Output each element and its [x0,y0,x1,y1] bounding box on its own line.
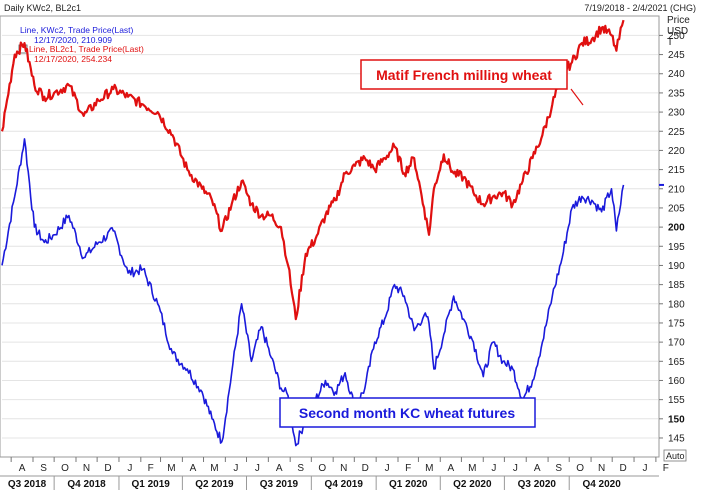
y-tick-label: 150 [668,414,685,425]
x-month-label: O [61,463,69,474]
x-month-label: A [190,463,197,474]
x-month-label: J [642,463,647,474]
annotation-kc-text: Second month KC wheat futures [299,405,515,421]
y-tick-label: 250 [668,31,685,42]
y-axis-title-2: USD [667,26,688,37]
x-quarter-label: Q4 2020 [582,479,621,490]
x-quarter-label: Q1 2020 [389,479,428,490]
auto-scale-label[interactable]: Auto [666,451,685,461]
y-axis: Price USD T 145 150 155 160 165 170 175 180 185 1… [659,15,690,444]
x-axis: A S O N D J F M A M J J A S O N D J F M A M J J A S O N D J F Q3 2018 Q4… [0,457,669,490]
x-quarter-label: Q3 2020 [518,479,557,490]
x-quarter-label: Q4 2019 [325,479,364,490]
x-quarter-label: Q3 2019 [260,479,299,490]
y-tick-label: 160 [668,376,685,387]
y-tick-label: 245 [668,50,685,61]
date-range: 7/19/2018 - 2/4/2021 (CHG) [584,3,696,13]
legend-kc-name: Line, KWc2, Trade Price(Last) [20,25,134,35]
x-month-label: A [19,463,26,474]
legend-matif-name: Line, BL2c1, Trade Price(Last) [29,44,144,54]
x-month-label: D [362,463,369,474]
x-month-label: F [148,463,154,474]
x-month-label: O [576,463,584,474]
y-axis-title-1: Price [667,15,690,26]
annotation-matif-text: Matif French milling wheat [376,67,552,83]
x-month-label: J [233,463,238,474]
annotation-kc-box [279,397,536,428]
x-month-label: M [425,463,433,474]
x-month-label: N [340,463,347,474]
x-month-label: J [491,463,496,474]
x-month-label: N [83,463,90,474]
annotation-matif-pointer [570,88,584,106]
y-tick-label: 235 [668,88,685,99]
y-tick-label: 195 [668,242,685,253]
x-month-label: D [104,463,111,474]
series-matif-line [0,19,625,321]
x-month-label: A [448,463,455,474]
y-tick-label: 185 [668,280,685,291]
y-tick-label: 190 [668,261,685,272]
legend-kc-value: 12/17/2020, 210.909 [34,35,112,45]
x-quarter-label: Q3 2018 [8,479,47,490]
x-month-label: J [127,463,132,474]
y-axis-title-3: T [667,37,673,48]
x-month-label: A [534,463,541,474]
chart-title: Daily KWc2, BL2c1 [4,3,81,13]
y-tick-label: 240 [668,69,685,80]
annotation-matif: Matif French milling wheat [360,59,584,106]
x-month-label: J [255,463,260,474]
y-tick-label: 210 [668,184,685,195]
x-month-label: S [40,463,47,474]
x-month-label: M [210,463,218,474]
x-month-label: J [385,463,390,474]
y-tick-label: 165 [668,357,685,368]
x-month-label: N [598,463,605,474]
annotation-matif-box [360,59,568,90]
y-tick-label: 230 [668,108,685,119]
x-month-label: F [663,463,669,474]
x-quarter-label: Q1 2019 [131,479,170,490]
x-month-label: M [468,463,476,474]
y-tick-label: 180 [668,299,685,310]
y-tick-label: 145 [668,433,685,444]
x-month-label: S [555,463,562,474]
y-tick-label: 175 [668,318,685,329]
gridlines [2,34,658,439]
y-tick-label: 200 [668,223,685,234]
y-tick-label: 225 [668,127,685,138]
x-quarter-label: Q2 2019 [195,479,234,490]
x-month-label: D [620,463,627,474]
annotation-kc: Second month KC wheat futures [279,397,536,428]
x-month-label: O [318,463,326,474]
x-month-label: A [276,463,283,474]
x-month-label: S [297,463,304,474]
auto-scale-box[interactable] [663,449,687,462]
x-month-label: J [513,463,518,474]
x-month-label: F [405,463,411,474]
y-tick-label: 155 [668,395,685,406]
y-tick-label: 205 [668,203,685,214]
x-quarter-label: Q2 2020 [453,479,492,490]
x-quarter-label: Q4 2018 [67,479,106,490]
x-month-label: M [167,463,175,474]
y-tick-label: 220 [668,146,685,157]
y-tick-label: 170 [668,338,685,349]
legend-matif-value: 12/17/2020, 254.234 [34,54,112,64]
y-tick-label: 215 [668,165,685,176]
